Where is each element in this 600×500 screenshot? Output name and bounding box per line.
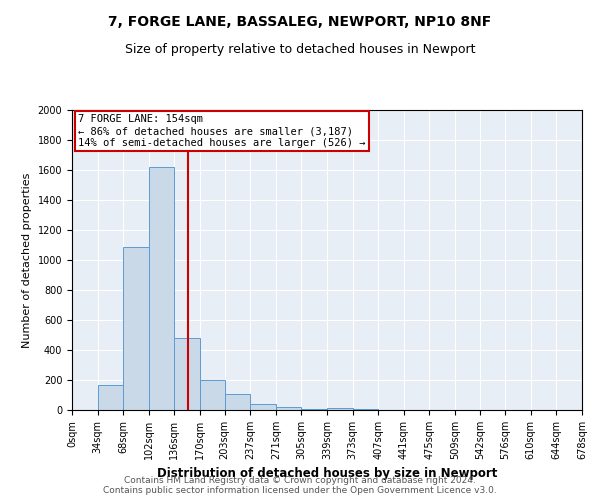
Text: 7, FORGE LANE, BASSALEG, NEWPORT, NP10 8NF: 7, FORGE LANE, BASSALEG, NEWPORT, NP10 8…	[109, 15, 491, 29]
Text: Size of property relative to detached houses in Newport: Size of property relative to detached ho…	[125, 42, 475, 56]
Bar	[353, 409, 378, 410]
Bar	[250, 404, 276, 410]
Bar	[200, 380, 224, 410]
Bar	[224, 394, 250, 410]
Bar	[276, 407, 301, 410]
X-axis label: Distribution of detached houses by size in Newport: Distribution of detached houses by size …	[157, 468, 497, 480]
Y-axis label: Number of detached properties: Number of detached properties	[22, 172, 32, 348]
Bar	[327, 408, 353, 410]
Text: Contains HM Land Registry data © Crown copyright and database right 2024.
Contai: Contains HM Land Registry data © Crown c…	[103, 476, 497, 495]
Bar	[175, 338, 200, 410]
Bar	[149, 167, 175, 410]
Text: 7 FORGE LANE: 154sqm
← 86% of detached houses are smaller (3,187)
14% of semi-de: 7 FORGE LANE: 154sqm ← 86% of detached h…	[78, 114, 365, 148]
Bar	[98, 384, 123, 410]
Bar	[123, 246, 149, 410]
Bar	[301, 408, 327, 410]
